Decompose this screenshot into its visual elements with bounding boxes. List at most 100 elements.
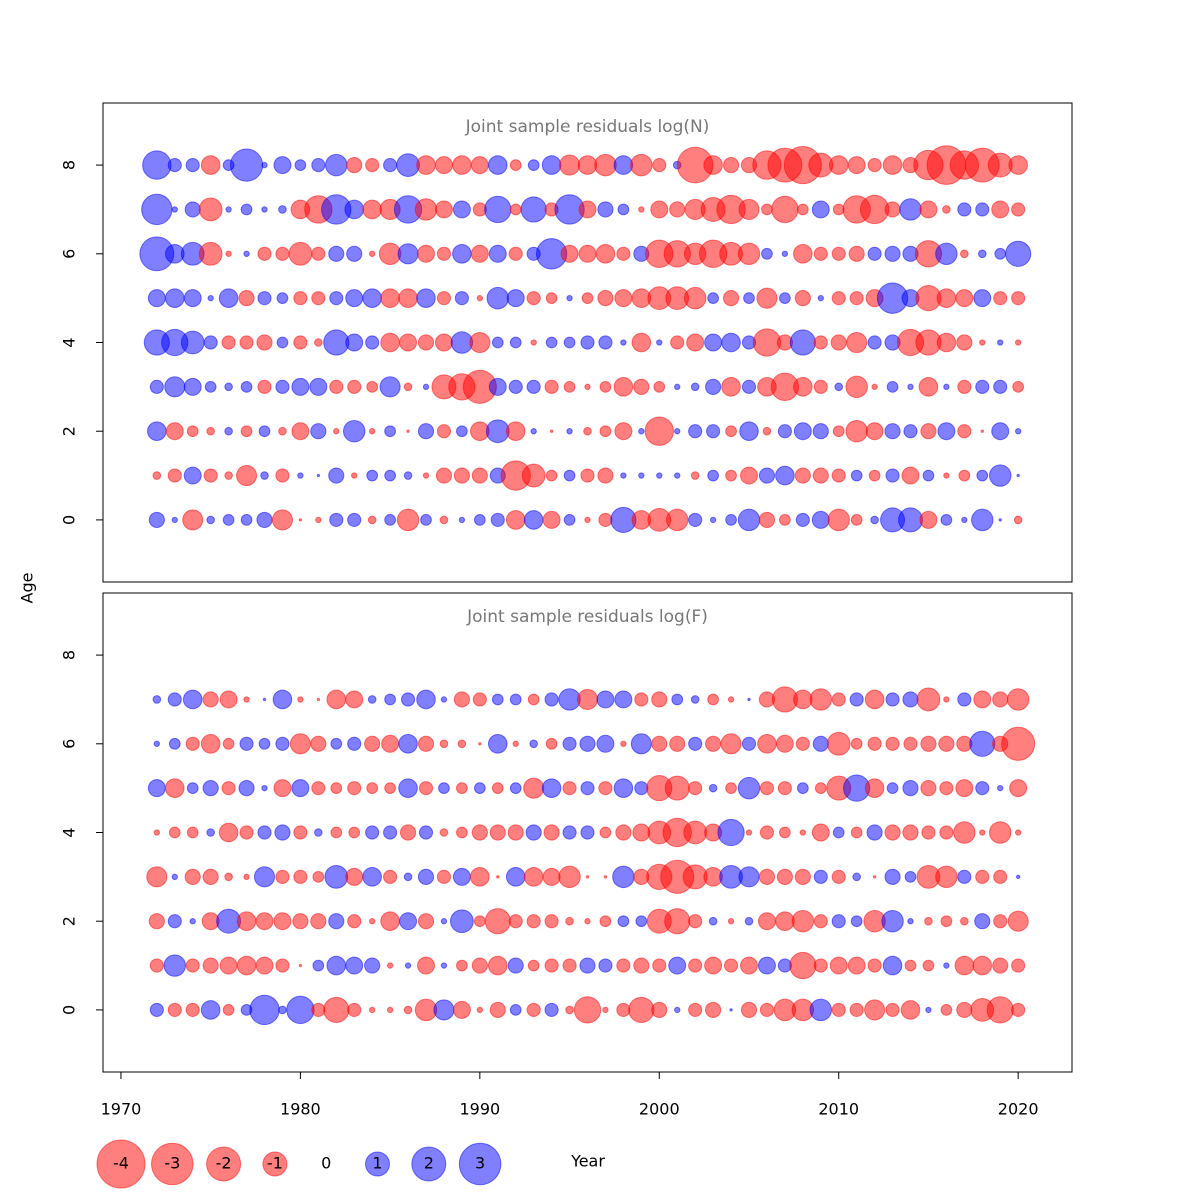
residual-bubble	[632, 823, 651, 842]
residual-bubble	[935, 865, 958, 889]
residual-bubble	[1011, 1002, 1026, 1017]
residual-bubble	[973, 690, 992, 709]
residual-bubble	[471, 467, 488, 484]
residual-bubble	[293, 291, 308, 306]
residual-bubble	[779, 514, 791, 526]
residual-bubble	[403, 872, 413, 882]
residual-bubble	[977, 249, 987, 259]
residual-bubble	[229, 148, 264, 182]
residual-bubble	[865, 422, 884, 441]
residual-bubble	[311, 291, 326, 306]
residual-bubble	[743, 292, 755, 305]
residual-bubble	[200, 734, 221, 754]
residual-bubble	[814, 782, 827, 795]
residual-bubble	[329, 291, 344, 306]
residual-bubble	[472, 692, 487, 707]
residual-bubble	[957, 692, 972, 707]
residual-bubble	[752, 328, 782, 357]
residual-bubble	[366, 469, 379, 482]
residual-bubble	[380, 911, 400, 931]
residual-bubble	[471, 957, 488, 974]
residual-bubble	[613, 155, 634, 175]
residual-bubble	[452, 1000, 471, 1019]
residual-bubble	[399, 912, 418, 931]
residual-bubble	[366, 380, 379, 393]
residual-bubble	[558, 865, 581, 889]
residual-bubble	[478, 742, 482, 746]
residual-bubble	[236, 911, 257, 931]
residual-bubble	[198, 197, 223, 222]
residual-bubble	[417, 913, 435, 930]
residual-bubble	[256, 511, 273, 528]
residual-bubble	[939, 825, 954, 840]
residual-bubble	[633, 378, 650, 395]
legend-label: 2	[424, 1154, 434, 1173]
residual-bubble	[664, 908, 691, 935]
residual-bubble	[651, 735, 668, 752]
residual-bubble	[616, 246, 631, 261]
residual-bubble	[979, 829, 986, 836]
residual-bubble	[418, 781, 434, 796]
residual-bubble	[849, 1002, 864, 1017]
residual-bubble	[898, 507, 923, 533]
residual-bubble	[594, 153, 617, 177]
residual-bubble	[314, 828, 323, 837]
residual-bubble	[725, 782, 737, 795]
legend-label: -1	[267, 1154, 283, 1173]
residual-bubble	[439, 739, 449, 749]
residual-bubble	[757, 912, 776, 931]
residual-bubble	[397, 243, 419, 265]
residual-bubble	[872, 875, 877, 879]
residual-bubble	[202, 957, 219, 974]
residual-bubble	[206, 426, 215, 436]
residual-bubble	[243, 696, 250, 703]
residual-bubble	[509, 782, 522, 795]
residual-bubble	[218, 288, 239, 308]
residual-bubble	[688, 958, 703, 973]
residual-bubble	[638, 206, 645, 213]
residual-bubble	[939, 781, 954, 796]
residual-bubble	[541, 778, 562, 798]
residual-bubble	[864, 689, 885, 710]
residual-bubble	[920, 780, 937, 797]
residual-bubble	[257, 291, 272, 306]
residual-bubble	[599, 425, 612, 438]
residual-bubble	[617, 203, 630, 216]
residual-bubble	[403, 1005, 413, 1015]
residual-bubble	[545, 737, 558, 750]
residual-bubble	[293, 335, 308, 350]
residual-bubble	[580, 468, 595, 483]
residual-bubble	[688, 424, 703, 439]
residual-bubble	[813, 246, 828, 261]
residual-bubble	[505, 510, 526, 530]
residual-bubble	[544, 1002, 559, 1017]
residual-bubble	[794, 467, 811, 484]
residual-bubble	[813, 335, 828, 350]
residual-bubble	[1005, 240, 1032, 267]
residual-bubble	[386, 1006, 394, 1014]
residual-bubble	[384, 693, 396, 706]
residual-bubble	[203, 468, 218, 483]
residual-bubble	[417, 334, 435, 351]
residual-bubble	[549, 429, 554, 433]
residual-bubble	[954, 955, 975, 976]
residual-bubble	[311, 246, 326, 261]
residual-bubble	[315, 516, 322, 524]
residual-bubble	[275, 958, 290, 973]
residual-bubble	[907, 918, 914, 925]
residual-bubble	[957, 424, 972, 439]
residual-bubble	[346, 245, 363, 262]
residual-bubble	[1011, 958, 1026, 973]
residual-bubble	[292, 913, 309, 930]
residual-bubble	[529, 739, 538, 749]
residual-bubble	[240, 425, 253, 438]
residual-bubble	[775, 911, 795, 931]
residual-bubble	[436, 246, 452, 261]
residual-bubble	[992, 691, 1009, 708]
residual-bubble	[147, 779, 166, 798]
residual-bubble	[670, 335, 685, 350]
residual-bubble	[796, 782, 809, 795]
residual-bubble	[186, 425, 199, 438]
residual-bubble	[509, 159, 522, 171]
residual-bubble	[789, 951, 817, 980]
